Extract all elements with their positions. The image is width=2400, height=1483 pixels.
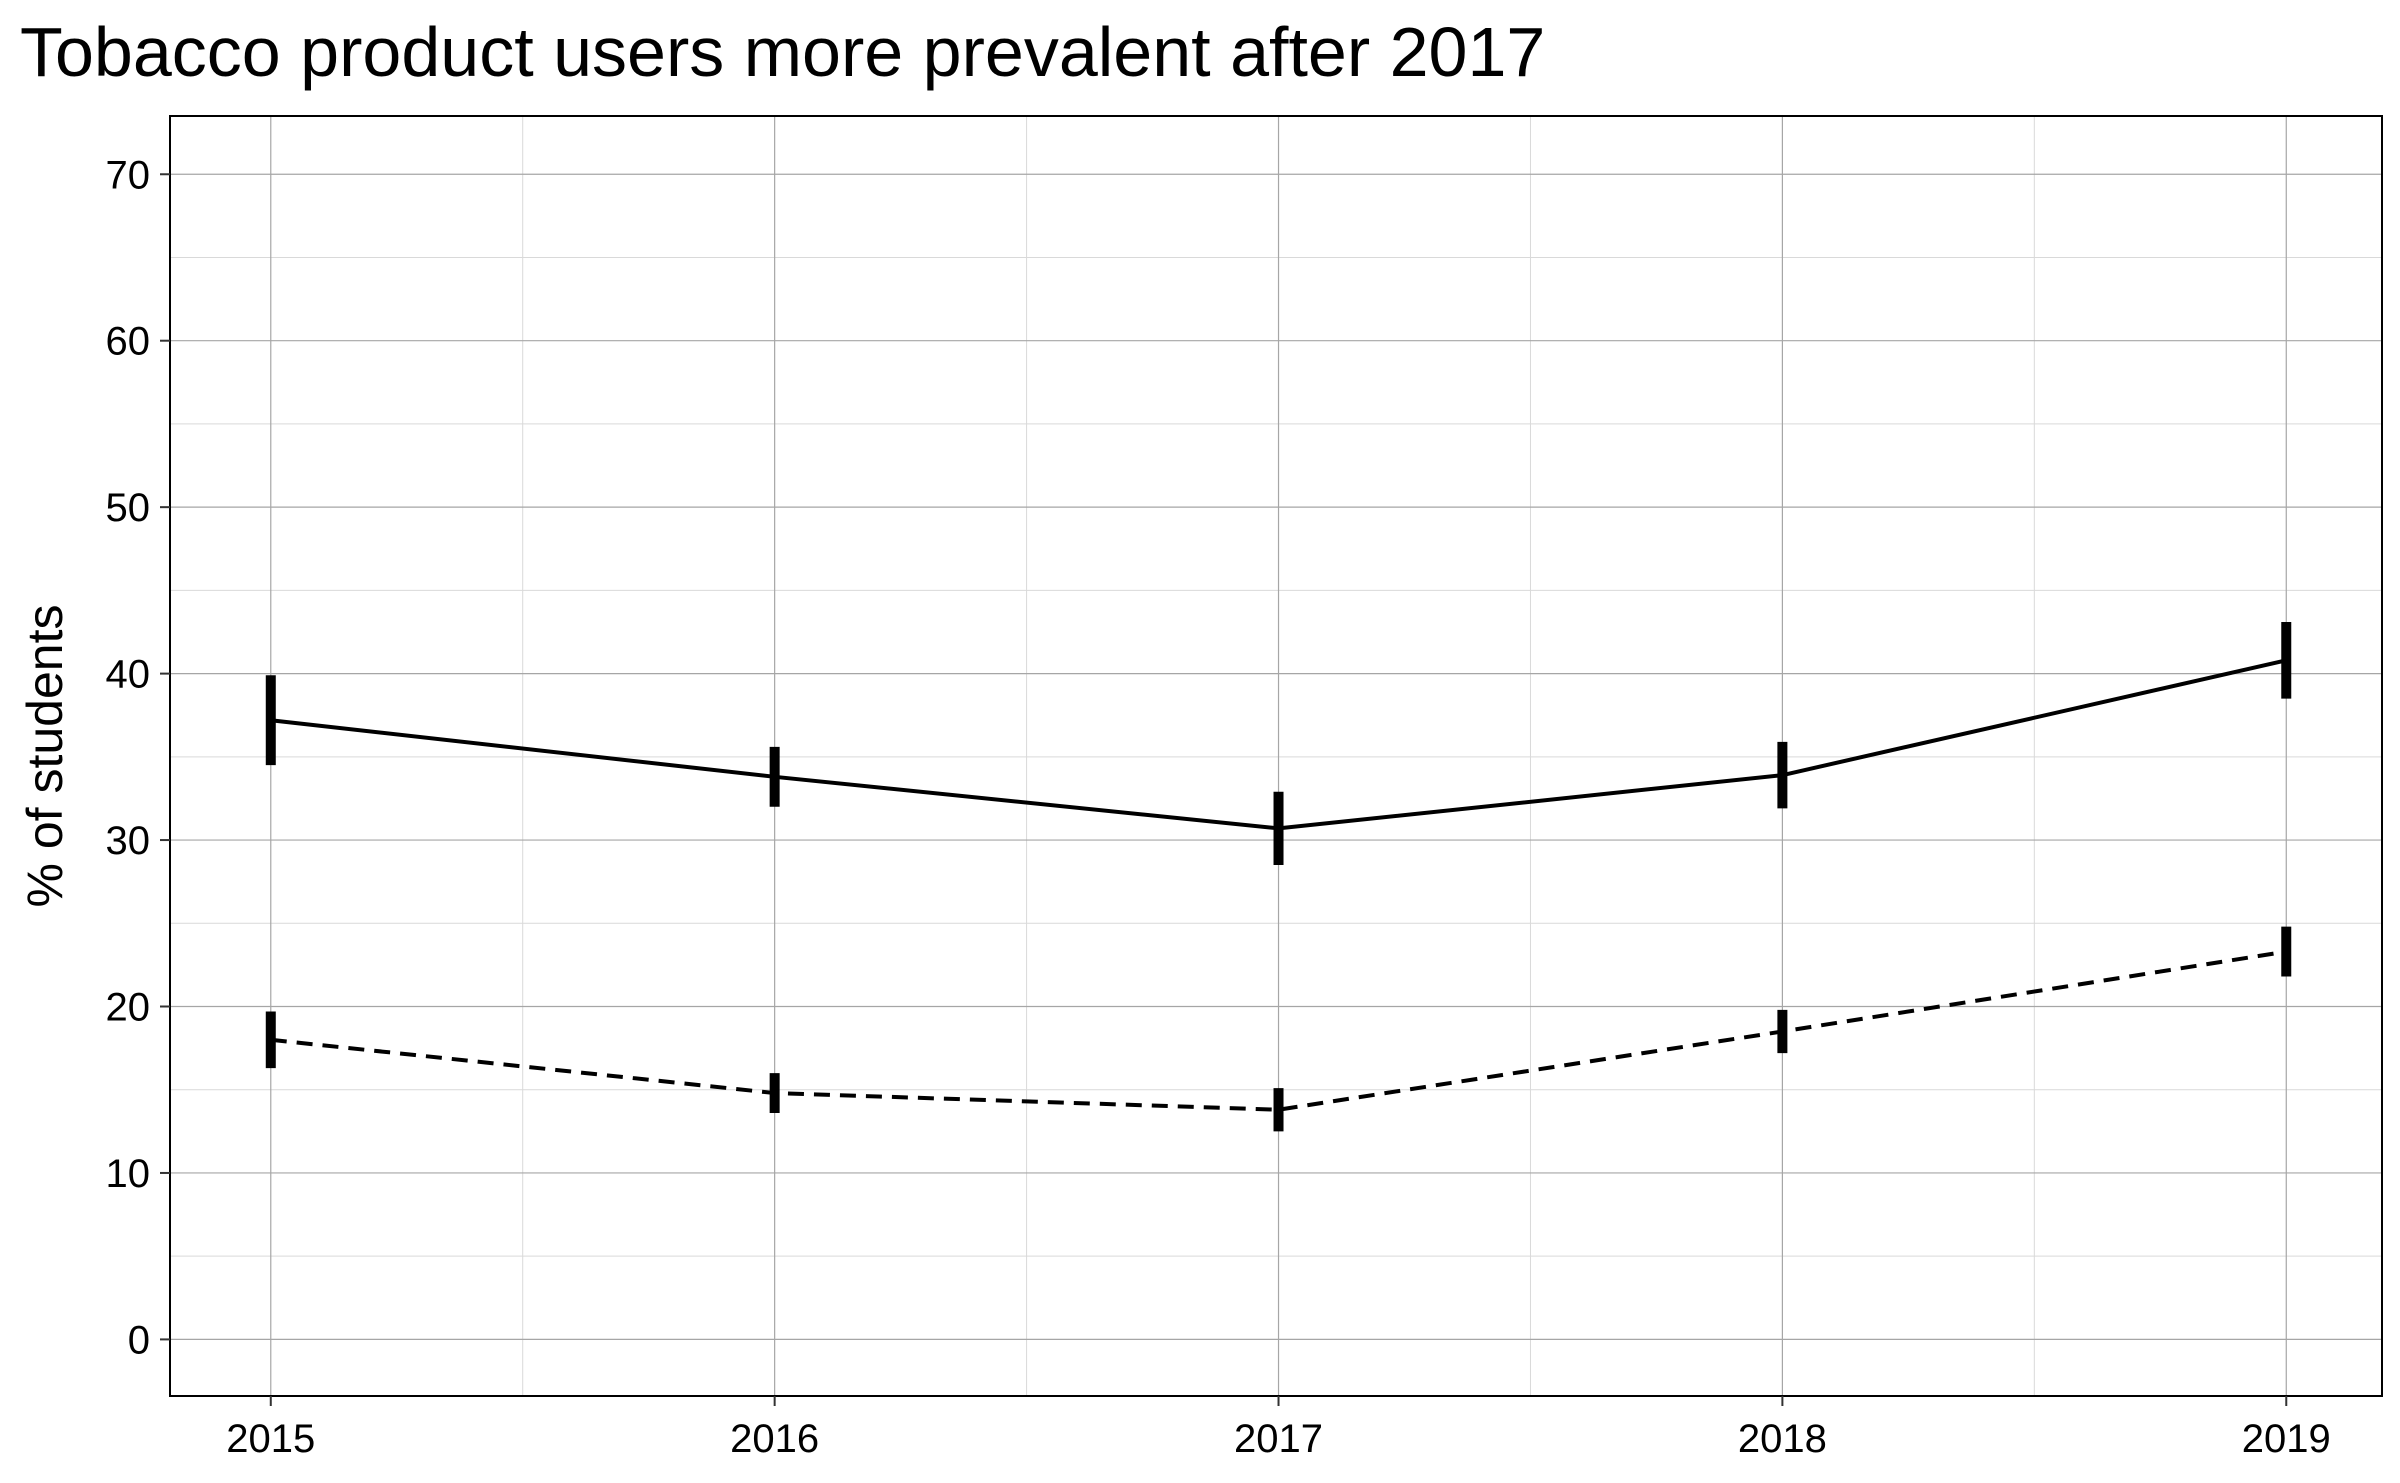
y-axis-label: % of students: [17, 605, 73, 908]
y-tick-label: 10: [106, 1152, 151, 1196]
grid: [170, 116, 2382, 1396]
series-layer: [265, 622, 2292, 1132]
panel-border: [169, 115, 2383, 1397]
y-tick-label: 0: [128, 1318, 150, 1362]
y-tick-label: 60: [106, 320, 151, 364]
x-tick-label: 2016: [730, 1417, 819, 1461]
chart-title: Tobacco product users more prevalent aft…: [20, 13, 1545, 91]
y-tick-label: 50: [106, 486, 151, 530]
series-solid: [265, 622, 2292, 866]
series-dashed: [265, 926, 2292, 1132]
series-line-dashed: [270, 949, 2287, 1112]
y-tick-label: 70: [106, 153, 151, 197]
x-tick-label: 2017: [1234, 1417, 1323, 1461]
x-tick-label: 2019: [2242, 1417, 2331, 1461]
y-tick-label: 40: [106, 653, 151, 697]
x-tick-label: 2018: [1738, 1417, 1827, 1461]
y-tick-label: 20: [106, 986, 151, 1030]
x-tick-label: 2015: [226, 1417, 315, 1461]
y-tick-label: 30: [106, 819, 151, 863]
axes: 0 10 20 30 40 50 60 70 2015 2016 2017 2018 2019: [106, 153, 2331, 1461]
